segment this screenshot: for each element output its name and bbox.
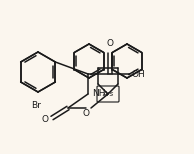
Text: Ars: Ars: [102, 91, 114, 97]
Text: O: O: [42, 115, 49, 124]
Text: O: O: [82, 109, 89, 118]
Text: OH: OH: [131, 69, 145, 79]
Text: NH: NH: [92, 89, 106, 99]
Text: Br: Br: [31, 101, 41, 110]
FancyBboxPatch shape: [97, 86, 119, 102]
Text: O: O: [107, 39, 113, 48]
